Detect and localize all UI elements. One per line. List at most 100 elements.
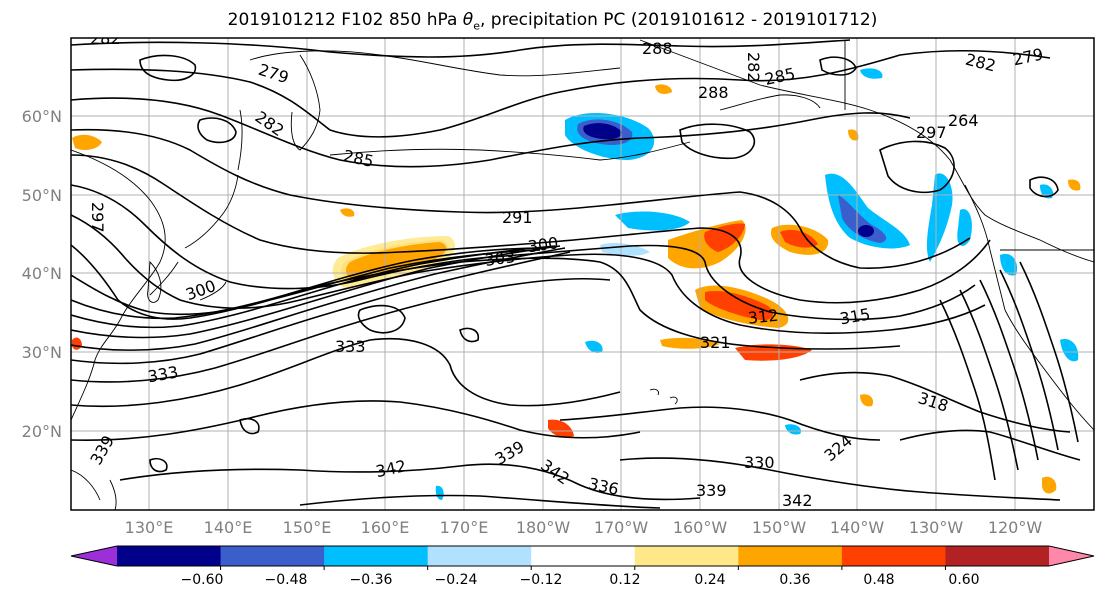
coast-siberia <box>249 50 621 77</box>
patch-sw-positive <box>548 419 574 438</box>
contour-label: 300 <box>183 276 218 304</box>
coast-sakhalin <box>237 109 243 171</box>
patch-midpac-negative <box>615 211 690 231</box>
patch-gulf-negative <box>825 173 910 249</box>
contour-label: 285 <box>763 64 797 89</box>
contour-label: 336 <box>587 474 621 499</box>
patch-eastpac-positive-core <box>705 290 774 321</box>
coast-japan <box>149 174 239 301</box>
colorbar-segment <box>220 546 325 566</box>
contour-label: 342 <box>374 456 408 481</box>
colorbar-segment <box>531 546 636 566</box>
contour-label: 321 <box>700 333 731 352</box>
colorbar-label: −0.12 <box>520 572 563 588</box>
colorbar-label: −0.60 <box>181 572 224 588</box>
colorbar-segments <box>71 546 1094 566</box>
coast-na-west <box>1004 309 1094 431</box>
colorbar: −0.60 −0.48 −0.36 −0.24 −0.12 0.12 0.24 … <box>70 545 1095 588</box>
contour-label: 324 <box>820 431 856 465</box>
contour-label: 312 <box>747 306 779 328</box>
patch-small-neg-5 <box>435 485 444 500</box>
contour-label: 288 <box>642 39 673 58</box>
map-frame <box>70 37 1095 511</box>
latitude-labels: 60°N 50°N 40°N 30°N 20°N <box>22 107 62 441</box>
contour-label: 282 <box>252 107 288 140</box>
lon-label: 140°E <box>204 518 253 537</box>
patch-small-pos-1 <box>340 208 355 217</box>
coast-bc <box>964 184 1006 311</box>
lat-label: 50°N <box>22 186 62 205</box>
patch-west-positive <box>72 134 102 150</box>
contour-label: 333 <box>146 362 179 386</box>
lon-label: 170°W <box>594 518 649 537</box>
title-subscript: e <box>473 19 480 33</box>
title-prefix: 2019101212 F102 850 hPa <box>227 10 463 30</box>
patch-small-neg-1 <box>860 68 883 79</box>
colorbar-segment <box>841 546 946 566</box>
lat-label: 30°N <box>22 343 62 362</box>
colorbar-ticks <box>220 566 946 570</box>
patch-gulf-negative-core <box>838 195 887 243</box>
colorbar-label: 0.24 <box>694 572 725 588</box>
lon-label: 180°W <box>516 518 571 537</box>
patch-small-neg-2 <box>1000 253 1018 276</box>
colorbar-label: −0.24 <box>435 572 478 588</box>
contour-label: 333 <box>335 337 366 356</box>
theta-e-contours <box>71 39 1081 509</box>
contour-label: 288 <box>698 83 729 102</box>
contour-label: 318 <box>916 388 951 416</box>
lon-label: 150°E <box>283 518 332 537</box>
lat-label: 60°N <box>22 107 62 126</box>
contour-label: 297 <box>88 202 107 233</box>
lon-label: 120°W <box>988 518 1043 537</box>
contour-label: 282 <box>964 50 998 76</box>
lon-label: 150°W <box>752 518 807 537</box>
colorbar-segment <box>324 546 429 566</box>
colorbar-outline <box>70 545 1095 567</box>
coast-korea <box>147 260 162 303</box>
colorbar-label: 0.48 <box>863 572 894 588</box>
patch-small-pos-4 <box>1068 179 1081 191</box>
colorbar-label: 0.36 <box>779 572 810 588</box>
patch-small-neg-7 <box>1060 339 1079 362</box>
graticule <box>71 38 1094 510</box>
theta-symbol: θ <box>462 10 474 30</box>
patch-arc-positive-core <box>704 223 745 252</box>
patch-midpac-negative-2 <box>600 242 650 256</box>
coast-philippines <box>71 469 117 510</box>
patch-south-positive-light <box>660 337 720 349</box>
contour-label: 282 <box>744 52 763 83</box>
lon-label: 130°W <box>909 518 964 537</box>
coast-hawaii <box>649 388 678 405</box>
lon-label: 160°E <box>361 518 410 537</box>
contour-label: 342 <box>782 491 813 510</box>
patch-small-neg-4 <box>585 340 603 353</box>
colorbar-label: 0.12 <box>609 572 640 588</box>
contour-label: 279 <box>1011 44 1045 69</box>
coast-kamchatka <box>290 54 321 151</box>
lon-label: 160°W <box>673 518 728 537</box>
colorbar-label: −0.36 <box>350 572 393 588</box>
patch-ne-positive-core <box>780 229 818 248</box>
contour-label: 339 <box>696 481 727 500</box>
contour-label: 300 <box>527 233 560 256</box>
patch-small-pos-5 <box>860 394 874 407</box>
colorbar-labels: −0.60 −0.48 −0.36 −0.24 −0.12 0.12 0.24 … <box>181 572 980 588</box>
contour-label: 315 <box>838 304 871 328</box>
contour-label: 279 <box>256 60 291 88</box>
colorbar-segment <box>634 546 739 566</box>
patch-small-pos-2 <box>655 84 672 94</box>
title-suffix: , precipitation PC (2019101612 - 2019101… <box>479 10 878 30</box>
lat-label: 20°N <box>22 422 62 441</box>
contour-label: 330 <box>744 453 775 472</box>
colorbar-label: −0.48 <box>265 572 308 588</box>
colorbar-segment <box>738 546 843 566</box>
patch-alaska-negative-deep <box>583 123 622 140</box>
lon-label: 170°E <box>440 518 489 537</box>
patch-small-pos-3 <box>848 129 859 141</box>
patch-small-neg-6 <box>785 424 801 435</box>
patch-coast-negative-2 <box>957 209 972 247</box>
coast-asia-mainland <box>71 149 166 421</box>
patch-coast-negative <box>926 173 953 262</box>
coast-alaska-peninsula <box>719 94 821 111</box>
